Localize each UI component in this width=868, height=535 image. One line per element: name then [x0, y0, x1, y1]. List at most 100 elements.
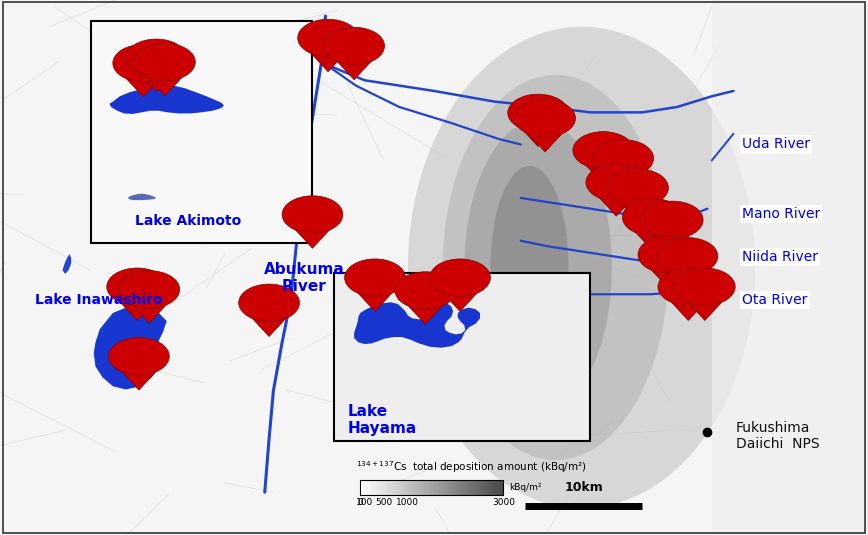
Circle shape [608, 169, 668, 207]
Polygon shape [94, 308, 167, 389]
Text: 3000: 3000 [492, 498, 515, 507]
Text: Mano River: Mano River [742, 207, 820, 221]
Circle shape [674, 268, 735, 305]
Bar [394, 480, 395, 495]
Bar [438, 480, 439, 495]
Ellipse shape [464, 120, 612, 415]
Bar [500, 480, 501, 495]
Polygon shape [128, 194, 156, 200]
Bar [425, 480, 426, 495]
Bar [441, 480, 443, 495]
Polygon shape [109, 84, 224, 114]
Bar [389, 480, 390, 495]
Bar [451, 480, 452, 495]
Bar [469, 480, 470, 495]
Bar [428, 480, 430, 495]
Bar [372, 480, 373, 495]
Bar [122, 182, 184, 203]
Bar [456, 480, 457, 495]
Bar [405, 480, 406, 495]
Bar [440, 480, 441, 495]
Polygon shape [354, 302, 480, 348]
Bar [450, 480, 451, 495]
Bar [334, 273, 590, 441]
Bar [408, 480, 410, 495]
Bar [399, 480, 401, 495]
Polygon shape [436, 285, 484, 311]
Bar [495, 480, 496, 495]
Bar [472, 480, 473, 495]
Bar [432, 480, 434, 495]
Bar [452, 480, 453, 495]
Bar [436, 480, 437, 495]
Circle shape [126, 39, 187, 77]
Bar [497, 480, 498, 495]
Bar [466, 480, 467, 495]
Bar [431, 480, 432, 495]
Circle shape [638, 236, 699, 273]
Bar [424, 480, 426, 495]
Bar [432, 480, 433, 495]
Bar [387, 480, 388, 495]
Bar [446, 480, 447, 495]
Bar [412, 480, 414, 495]
Bar [489, 480, 490, 495]
Bar [381, 480, 382, 495]
Bar [422, 480, 423, 495]
Bar [419, 480, 420, 495]
Bar [485, 480, 486, 495]
Text: Lake Akimoto: Lake Akimoto [135, 214, 240, 228]
Text: 10km: 10km [564, 481, 603, 494]
Bar [390, 480, 391, 495]
Bar [468, 480, 469, 495]
Bar [493, 480, 494, 495]
Bar [393, 480, 394, 495]
Polygon shape [579, 158, 628, 184]
Circle shape [345, 259, 405, 296]
Bar [383, 480, 385, 495]
Bar [401, 480, 402, 495]
Bar [491, 480, 492, 495]
Bar [361, 480, 362, 495]
Circle shape [515, 100, 575, 137]
Bar [400, 480, 402, 495]
Bar [459, 480, 460, 495]
Bar [465, 480, 467, 495]
Text: Lake Inawashiro: Lake Inawashiro [35, 293, 162, 307]
Bar [371, 480, 372, 495]
Bar [410, 480, 411, 495]
Circle shape [107, 268, 168, 305]
Polygon shape [614, 195, 662, 221]
Bar [501, 480, 502, 495]
Bar [391, 480, 393, 495]
Bar [461, 480, 463, 495]
Circle shape [593, 140, 654, 177]
Polygon shape [119, 71, 168, 97]
Circle shape [508, 94, 569, 132]
Circle shape [113, 44, 174, 82]
Bar [429, 480, 431, 495]
Bar [362, 480, 363, 495]
Bar [447, 480, 448, 495]
Bar [480, 480, 481, 495]
Bar [415, 480, 416, 495]
Bar [378, 480, 380, 495]
Bar [366, 480, 368, 495]
Bar [435, 480, 436, 495]
Bar [712, 0, 868, 535]
Bar [470, 480, 471, 495]
Bar [475, 480, 476, 495]
Polygon shape [592, 190, 641, 216]
Polygon shape [648, 227, 697, 254]
Bar [486, 480, 488, 495]
Bar [427, 480, 428, 495]
Bar [411, 480, 412, 495]
Polygon shape [132, 65, 181, 91]
Circle shape [622, 198, 683, 236]
Bar [469, 480, 470, 495]
Text: Fukushima
Daiichi  NPS: Fukushima Daiichi NPS [736, 421, 819, 451]
Bar [420, 480, 422, 495]
Bar [479, 480, 480, 495]
Bar [470, 480, 471, 495]
Bar [497, 480, 499, 495]
